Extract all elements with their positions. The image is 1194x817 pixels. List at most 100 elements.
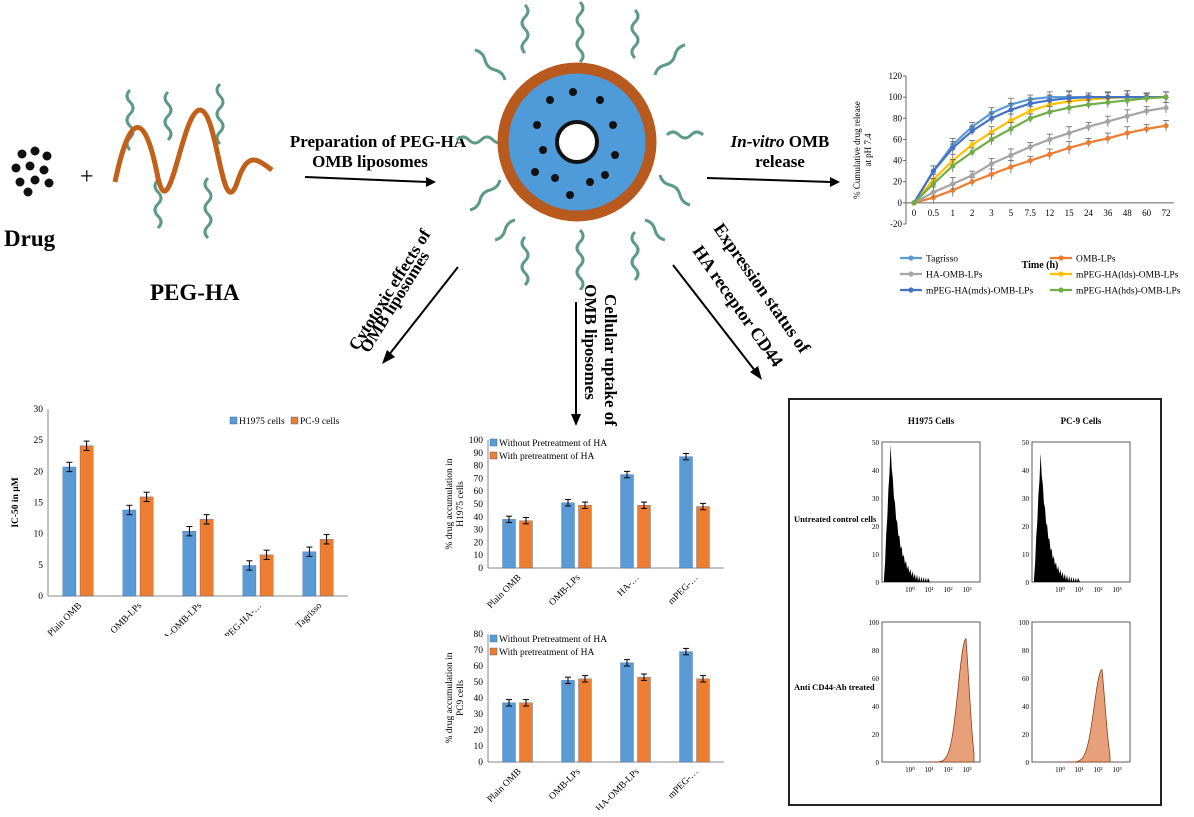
uptake_pc9-legend-label: With pretreatment of HA [499, 647, 595, 658]
release-y-tick-label: 0 [898, 198, 903, 208]
release-data-point [1047, 109, 1053, 115]
flow-x-tick-label: 10² [943, 586, 952, 594]
release-legend-marker [908, 271, 914, 277]
release-data-point [950, 145, 956, 151]
release-y-tick-label: 40 [893, 156, 903, 166]
flow-y-tick-label: 40 [872, 703, 880, 711]
flow-x-tick-label: 10³ [962, 766, 971, 774]
release-data-point [969, 179, 975, 185]
release-legend-marker [908, 287, 914, 293]
flow-row-label: Anti CD44-Ab treated [794, 682, 875, 692]
release-legend-marker [1058, 287, 1064, 293]
release-data-point [1008, 117, 1014, 123]
release-legend-label: mPEG-HA(hds)-OMB-LPs [1076, 286, 1181, 297]
flow-histogram-box [881, 441, 981, 583]
release-data-point [1027, 108, 1033, 114]
flow-y-tick-label: 20 [1022, 731, 1030, 739]
uptake_h1975-bar [637, 505, 651, 569]
release-legend-label: Tagrisso [926, 255, 958, 265]
uptake_pc9-bar [679, 651, 693, 763]
release-x-tick-label: 15 [1065, 208, 1075, 218]
prep-caption-line1: Preparation of PEG-HA [289, 132, 467, 151]
release-data-point [988, 129, 995, 135]
release-data-point [1066, 105, 1072, 111]
release-series-line [913, 96, 1167, 204]
flow-y-tick-label: 40 [1022, 703, 1030, 711]
release-data-point [1124, 130, 1130, 136]
uptake_pc9-bar [561, 680, 575, 763]
flow-y-tick-label: 0 [876, 579, 880, 587]
release-y-tick-label: 60 [893, 134, 903, 144]
invitro-caption-line2: release [755, 152, 805, 171]
uptake_h1975-bar [502, 519, 516, 569]
uptake_h1975-legend-label: With pretreatment of HA [499, 451, 595, 462]
flow-y-tick-label: 0 [1026, 579, 1030, 587]
ic50-legend-swatch [229, 416, 238, 425]
peg-ha-polymer-icon [112, 82, 274, 240]
uptake-arrow-icon [571, 302, 581, 426]
flow-histogram-fill [929, 637, 975, 763]
release-data-point [950, 187, 956, 193]
release-x-tick-label: 1 [951, 208, 956, 218]
uptake_h1975-bar [561, 502, 575, 569]
flow-y-tick-label: 80 [1022, 647, 1030, 655]
invitro-rest: OMB [784, 132, 830, 151]
ic50-category-label: mPEG-HA-… [218, 601, 264, 636]
uptake_h1975-legend-swatch [489, 438, 498, 447]
release-data-point [1027, 157, 1033, 164]
flow-y-tick-label: 60 [872, 675, 880, 683]
flow-y-tick-label: 20 [872, 523, 880, 531]
uptake_h1975-y-tick-label: 90 [474, 449, 484, 459]
expr-arrow-icon [672, 264, 762, 380]
release-y-tick-label: 120 [889, 71, 903, 81]
flow-x-tick-label: 10⁰ [905, 766, 915, 774]
release-series-line [913, 124, 1167, 204]
flow-histogram-box [1031, 441, 1131, 583]
release-data-point [1105, 118, 1111, 125]
ic50-legend-swatch [290, 416, 299, 425]
release-y-tick-label: 100 [889, 92, 903, 102]
ic50-category-label: Tagrisso [294, 601, 324, 631]
uptake_h1975-category-label: mPEG-… [667, 573, 701, 607]
release-data-point [1008, 107, 1014, 113]
release-legend-marker [1058, 255, 1064, 261]
uptake_pc9-legend-label: Without Pretreatment of HA [499, 634, 607, 645]
uptake_pc9-y-tick-label: 10 [474, 742, 484, 752]
release-data-point [988, 161, 995, 167]
uptake_h1975-y-tick-label: 100 [469, 436, 484, 446]
uptake_pc9-bar [519, 702, 533, 763]
flow-y-tick-label: 20 [872, 731, 880, 739]
release-data-point [1085, 94, 1092, 100]
uptake_pc9-bar [696, 678, 710, 763]
flow-x-tick-label: 10¹ [924, 586, 933, 594]
flow-y-tick-label: 10 [872, 551, 880, 559]
flow-histogram-box [1031, 621, 1131, 763]
uptake_h1975-y-tick-label: 70 [474, 474, 484, 484]
h1975-y-label: % drug accumulation in [445, 458, 455, 549]
ic50-y-tick-label: 0 [38, 592, 43, 602]
release-legend-label: HA-OMB-LPs [926, 271, 983, 281]
release-x-tick-label: 7.5 [1025, 208, 1037, 218]
release-data-point [950, 181, 956, 187]
h1975-y-label-line2: H1975 cells [456, 481, 466, 527]
release-data-point [1066, 145, 1072, 151]
drug-label: Drug [4, 226, 56, 251]
release-y-tick-label: 20 [893, 177, 903, 187]
release-legend-label: mPEG-HA(lds)-OMB-LPs [1076, 270, 1179, 281]
flow-y-tick-label: 80 [872, 647, 880, 655]
release-x-tick-label: 5 [1009, 208, 1014, 218]
flow-y-tick-label: 40 [1022, 467, 1030, 475]
release-data-point [1008, 126, 1014, 132]
release-arrow-icon [706, 177, 840, 187]
uptake_h1975-y-tick-label: 0 [478, 564, 483, 574]
ic50-legend-label: H1975 cells [239, 417, 285, 427]
release-data-point [988, 171, 995, 177]
ic50-bar [199, 519, 214, 597]
release-series-line [913, 96, 1166, 204]
release-data-point [1085, 124, 1092, 130]
uptake_pc9-y-tick-label: 20 [474, 726, 484, 736]
flow-x-tick-label: 10³ [962, 586, 971, 594]
release-x-tick-label: 12 [1045, 208, 1054, 218]
release-x-tick-label: 36 [1103, 208, 1113, 218]
release-x-tick-label: 0.5 [928, 208, 940, 218]
